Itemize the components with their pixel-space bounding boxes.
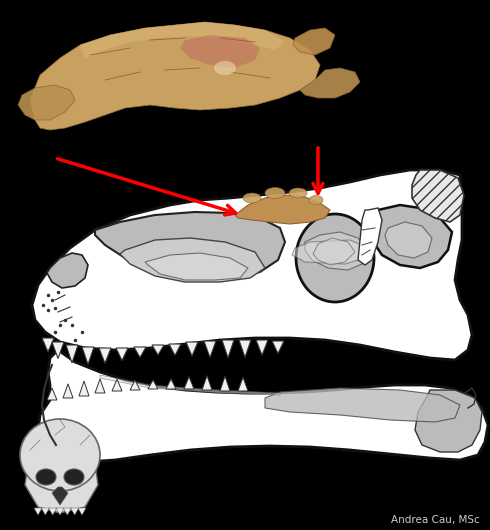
Polygon shape	[184, 377, 194, 389]
Ellipse shape	[243, 193, 261, 203]
Polygon shape	[358, 208, 382, 265]
Polygon shape	[292, 240, 368, 264]
Polygon shape	[204, 341, 216, 358]
Polygon shape	[79, 381, 89, 396]
Polygon shape	[63, 384, 73, 398]
Polygon shape	[32, 170, 472, 360]
Polygon shape	[80, 22, 285, 58]
Polygon shape	[116, 348, 128, 360]
Polygon shape	[186, 342, 198, 356]
Polygon shape	[169, 344, 181, 356]
Polygon shape	[202, 376, 212, 390]
Polygon shape	[25, 463, 98, 513]
Polygon shape	[95, 212, 285, 280]
Polygon shape	[38, 350, 488, 462]
Polygon shape	[235, 195, 330, 224]
Polygon shape	[42, 338, 54, 352]
Polygon shape	[63, 508, 72, 515]
Polygon shape	[145, 253, 248, 280]
Polygon shape	[300, 68, 360, 98]
Ellipse shape	[214, 61, 236, 75]
Polygon shape	[180, 35, 260, 68]
Polygon shape	[134, 347, 146, 358]
Polygon shape	[56, 508, 64, 515]
Polygon shape	[71, 508, 79, 515]
Polygon shape	[166, 379, 176, 389]
Polygon shape	[130, 380, 140, 390]
Polygon shape	[313, 238, 355, 265]
Polygon shape	[305, 232, 368, 270]
Polygon shape	[18, 85, 75, 120]
Polygon shape	[41, 508, 49, 515]
Ellipse shape	[36, 469, 56, 485]
Polygon shape	[52, 342, 64, 359]
Polygon shape	[222, 340, 234, 358]
Polygon shape	[100, 375, 280, 395]
Ellipse shape	[289, 188, 307, 198]
Ellipse shape	[296, 214, 374, 302]
Polygon shape	[256, 340, 268, 355]
Polygon shape	[66, 345, 78, 363]
Ellipse shape	[309, 196, 323, 205]
Polygon shape	[148, 380, 158, 389]
Polygon shape	[99, 348, 111, 364]
Ellipse shape	[64, 469, 84, 485]
Polygon shape	[220, 376, 230, 391]
Ellipse shape	[20, 419, 100, 491]
Polygon shape	[95, 379, 105, 393]
Ellipse shape	[265, 188, 285, 199]
Polygon shape	[47, 388, 57, 400]
Polygon shape	[415, 390, 482, 452]
Polygon shape	[239, 340, 251, 357]
Polygon shape	[412, 170, 464, 222]
Polygon shape	[152, 345, 164, 355]
Polygon shape	[34, 508, 42, 515]
Polygon shape	[272, 341, 284, 354]
Polygon shape	[120, 238, 265, 282]
Polygon shape	[47, 253, 88, 288]
Polygon shape	[293, 28, 335, 55]
Polygon shape	[78, 508, 86, 515]
Polygon shape	[82, 347, 94, 365]
Polygon shape	[238, 377, 248, 391]
Text: Andrea Cau, MSc: Andrea Cau, MSc	[392, 515, 480, 525]
Polygon shape	[49, 508, 57, 515]
Polygon shape	[265, 388, 460, 422]
Polygon shape	[52, 487, 68, 505]
Polygon shape	[372, 205, 452, 268]
Polygon shape	[112, 379, 122, 391]
Polygon shape	[30, 22, 320, 130]
Polygon shape	[385, 222, 432, 258]
